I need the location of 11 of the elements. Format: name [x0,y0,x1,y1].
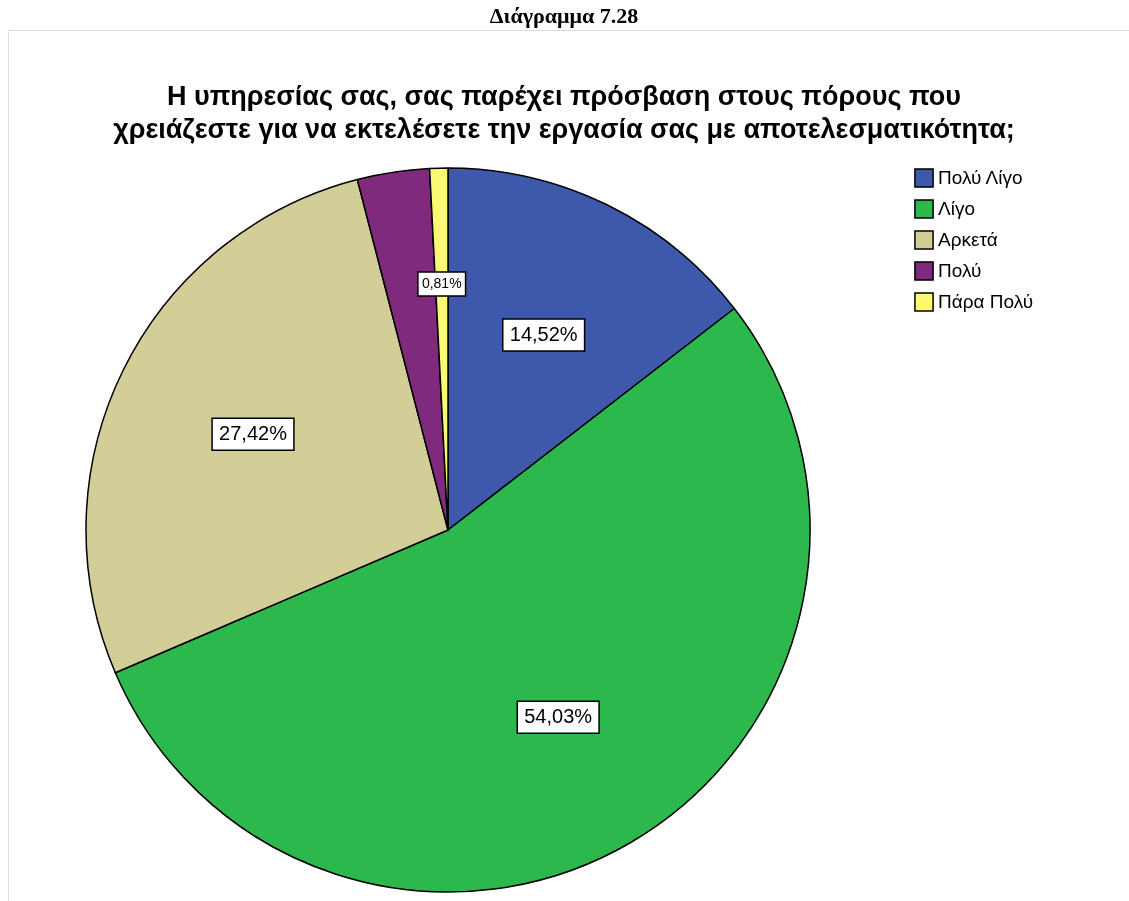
legend-label: Πάρα Πολύ [938,291,1034,312]
text: Διάγραμμα 7.28 [489,3,639,28]
data-label: 27,42% [219,422,288,445]
data-label: 14,52% [509,323,578,346]
data-label: 0,81% [421,274,462,291]
legend-label: Αρκετά [938,229,998,250]
chart-title: Η υπηρεσίας σας, σας παρέχει πρόσβαση στους πόρους που χρειάζεστε για να εκτελέσετε την εργασία σας με αποτελεσματικότητα; [113,81,1015,144]
legend-label: Λίγο [938,198,975,219]
data-label: 54,03% [524,705,593,728]
legend-label: Πολύ Λίγο [938,167,1023,188]
legend-label: Πολύ [938,260,982,281]
